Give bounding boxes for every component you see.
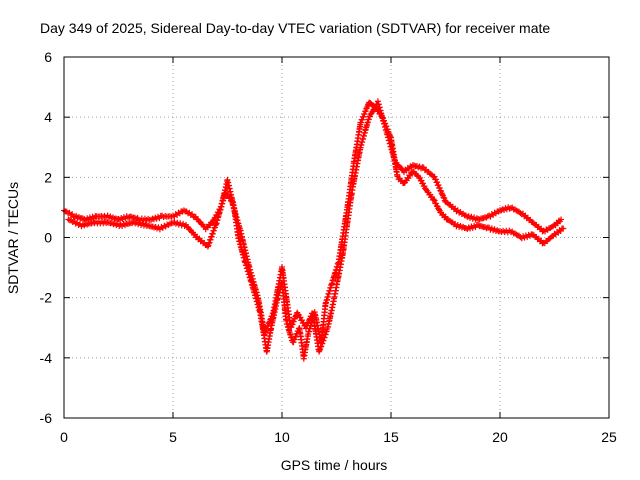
data-point: [145, 222, 152, 229]
y-axis: -6 -4 -2 0 2 4 6: [40, 49, 609, 426]
data-point: [495, 208, 502, 215]
data-point: [180, 207, 187, 214]
data-series: [61, 98, 567, 362]
data-point: [435, 206, 442, 213]
x-tick-label: 0: [60, 429, 68, 445]
x-tick-label: 15: [383, 429, 399, 445]
data-point: [210, 218, 217, 225]
x-axis: 0 5 10 15 20 25: [60, 57, 617, 445]
data-point: [456, 209, 463, 216]
data-point: [207, 222, 214, 229]
data-point: [513, 207, 520, 214]
y-tick-label: -6: [40, 410, 53, 426]
data-point: [434, 179, 441, 186]
data-point: [124, 221, 131, 228]
y-axis-label: SDTVAR / TECUs: [5, 182, 21, 294]
x-tick-label: 20: [492, 429, 508, 445]
y-tick-label: 0: [44, 230, 52, 246]
data-point: [430, 196, 437, 203]
data-point: [368, 110, 375, 117]
data-point: [417, 165, 424, 172]
chart-title: Day 349 of 2025, Sidereal Day-to-day VTE…: [40, 20, 550, 36]
data-point: [483, 225, 490, 232]
data-point: [462, 212, 469, 219]
data-point: [84, 221, 91, 228]
data-point: [491, 209, 498, 216]
data-point: [558, 216, 565, 223]
x-axis-label: GPS time / hours: [281, 457, 388, 473]
data-point: [476, 216, 483, 223]
data-point: [440, 194, 447, 201]
data-point: [175, 209, 182, 216]
data-point: [488, 211, 495, 218]
y-tick-label: -2: [40, 290, 53, 306]
data-point: [475, 221, 482, 228]
data-point: [295, 311, 302, 318]
data-point: [370, 107, 377, 114]
data-point: [432, 176, 439, 183]
y-tick-label: -4: [40, 350, 53, 366]
data-point: [435, 181, 442, 188]
data-point: [431, 173, 438, 180]
x-tick-label: 10: [274, 429, 290, 445]
data-point: [442, 213, 449, 220]
data-point: [110, 214, 117, 221]
data-point: [560, 225, 567, 232]
x-tick-label: 25: [601, 429, 617, 445]
series-group: [65, 98, 565, 355]
data-point: [155, 213, 162, 220]
y-tick-label: 6: [44, 49, 52, 65]
x-tick-label: 5: [169, 429, 177, 445]
data-point: [540, 227, 547, 234]
y-tick-label: 2: [44, 169, 52, 185]
data-point: [460, 223, 467, 230]
data-point: [75, 214, 82, 221]
y-tick-label: 4: [44, 109, 52, 125]
data-point: [494, 227, 501, 234]
data-point: [439, 191, 446, 198]
data-point: [226, 194, 233, 201]
data-point: [127, 213, 134, 220]
data-point: [513, 231, 520, 238]
